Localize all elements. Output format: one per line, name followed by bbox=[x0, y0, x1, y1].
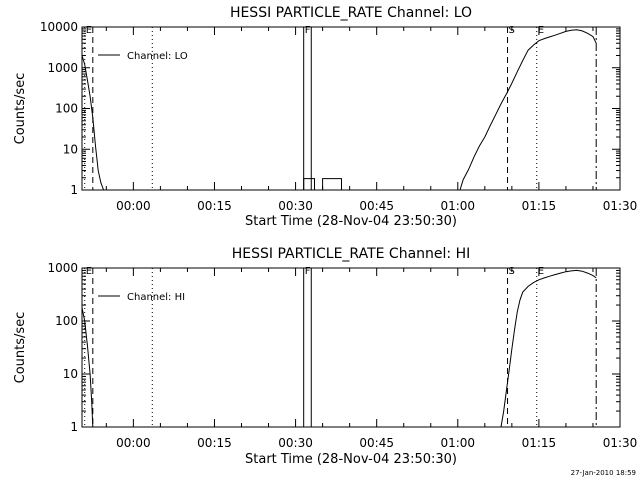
x-axis-label: Start Time (28-Nov-04 23:50:30) bbox=[245, 214, 457, 229]
event-marker-label: E bbox=[86, 266, 92, 277]
x-tick-label: 00:45 bbox=[359, 199, 394, 213]
y-tick-label: 10 bbox=[63, 142, 78, 156]
chart-title: HESSI PARTICLE_RATE Channel: HI bbox=[232, 246, 470, 262]
x-tick-label: 01:15 bbox=[522, 436, 557, 450]
x-tick-label: 00:30 bbox=[278, 436, 313, 450]
event-marker-label: E bbox=[86, 25, 92, 36]
series-line bbox=[81, 29, 597, 191]
event-marker-label: F bbox=[305, 25, 311, 36]
y-tick-label: 10000 bbox=[40, 20, 78, 34]
event-marker-label: E bbox=[538, 266, 544, 277]
x-tick-label: 00:15 bbox=[197, 436, 232, 450]
x-tick-label: 01:00 bbox=[440, 436, 475, 450]
y-axis-label: Counts/sec bbox=[13, 73, 28, 145]
y-axis-label: Counts/sec bbox=[13, 312, 28, 384]
x-tick-label: 01:00 bbox=[440, 199, 475, 213]
event-marker-label: S bbox=[509, 266, 515, 277]
y-tick-label: 1000 bbox=[47, 261, 78, 275]
x-tick-label: 00:15 bbox=[197, 199, 232, 213]
y-tick-label: 1 bbox=[70, 420, 78, 434]
chart-title: HESSI PARTICLE_RATE Channel: LO bbox=[230, 5, 472, 21]
chart-lo-channel: HESSI PARTICLE_RATE Channel: LO 1 10 100 100… bbox=[13, 5, 637, 229]
x-tick-label: 00:00 bbox=[116, 199, 151, 213]
x-tick-label: 01:30 bbox=[603, 436, 638, 450]
x-tick-label: 00:00 bbox=[116, 436, 151, 450]
x-axis-label: Start Time (28-Nov-04 23:50:30) bbox=[245, 452, 457, 467]
x-tick-label: 00:45 bbox=[359, 436, 394, 450]
series-line bbox=[81, 269, 597, 428]
y-tick-label: 100 bbox=[55, 102, 78, 116]
event-marker-label: S bbox=[509, 25, 515, 36]
y-tick-label: 1000 bbox=[47, 61, 78, 75]
x-tick-label: 01:15 bbox=[522, 199, 557, 213]
event-marker-label: F bbox=[305, 266, 311, 277]
event-marker-label: E bbox=[538, 25, 544, 36]
y-tick-label: 100 bbox=[55, 314, 78, 328]
x-tick-label: 00:30 bbox=[278, 199, 313, 213]
y-tick-label: 1 bbox=[70, 183, 78, 197]
chart-hi-channel: HESSI PARTICLE_RATE Channel: HI 1 10 100 100… bbox=[13, 246, 637, 467]
y-tick-label: 10 bbox=[63, 367, 78, 381]
legend-entry: Channel: LO bbox=[127, 51, 188, 62]
x-tick-label: 01:30 bbox=[603, 199, 638, 213]
timestamp-label: 27-Jan-2010 18:59 bbox=[571, 469, 636, 477]
legend-entry: Channel: HI bbox=[127, 292, 185, 303]
